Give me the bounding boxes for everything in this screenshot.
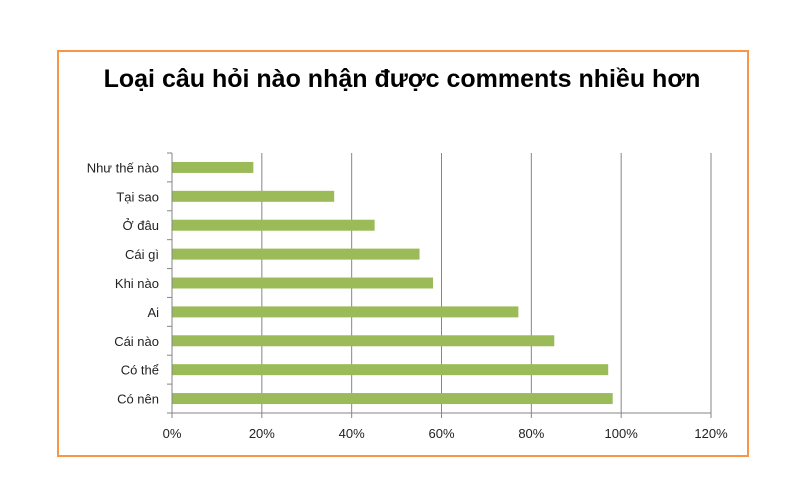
bar (172, 190, 335, 202)
bar (172, 364, 609, 376)
bar (172, 219, 375, 231)
bar (172, 161, 254, 173)
bar (172, 393, 613, 405)
chart-title: Loại câu hỏi nào nhận được comments nhiề… (103, 65, 701, 93)
category-label: Khi nào (115, 276, 159, 291)
category-label: Như thế nào (87, 160, 159, 175)
category-label: Có thể (121, 363, 159, 378)
category-label: Ở đâu (123, 218, 159, 233)
category-label: Ai (147, 305, 159, 320)
x-tick-label: 120% (694, 426, 728, 441)
bar (172, 277, 434, 289)
x-tick-label: 100% (605, 426, 639, 441)
category-label: Có nên (117, 392, 159, 407)
x-tick-label: 60% (428, 426, 454, 441)
x-tick-label: 20% (249, 426, 275, 441)
bar (172, 248, 420, 260)
x-tick-label: 40% (339, 426, 365, 441)
bar (172, 306, 519, 318)
x-tick-label: 0% (163, 426, 182, 441)
x-tick-label: 80% (518, 426, 544, 441)
bar (172, 335, 555, 347)
category-label: Tại sao (116, 189, 159, 204)
category-label: Cái nào (114, 334, 159, 349)
category-label: Cái gì (125, 247, 159, 262)
